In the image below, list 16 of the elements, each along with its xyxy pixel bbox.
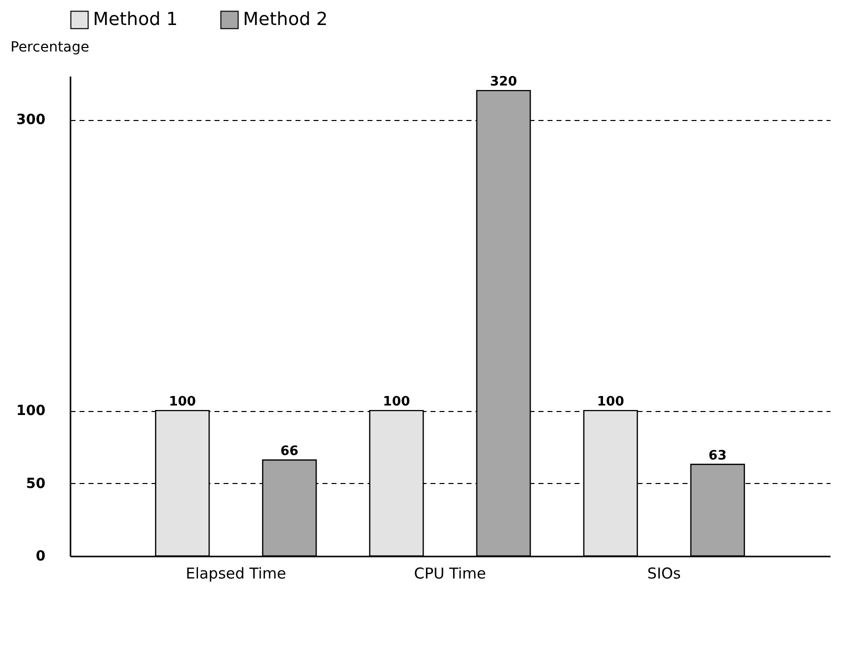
y-tick-label: 100: [16, 403, 46, 420]
data-label: 100: [168, 394, 196, 410]
legend-label: Method 2: [243, 8, 328, 30]
y-tick-label: 0: [36, 548, 46, 564]
y-tick-label: 300: [16, 112, 46, 128]
legend-label: Method 1: [93, 8, 178, 30]
data-label: 66: [280, 444, 298, 459]
x-tick-label: CPU Time: [414, 564, 486, 582]
x-tick-label: SIOs: [647, 564, 682, 582]
y-axis-title: Percentage: [10, 40, 90, 56]
data-label: 63: [708, 448, 727, 464]
y-tick-label: 50: [26, 476, 46, 492]
data-label: 320: [490, 74, 518, 90]
data-label: 100: [382, 394, 410, 410]
data-label: 100: [596, 394, 624, 410]
x-tick-label: Elapsed Time: [186, 564, 286, 582]
